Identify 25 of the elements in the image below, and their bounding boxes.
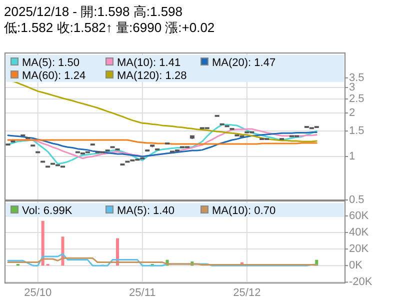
subtitle: 低:1.582 收:1.582↑ 量:6990 漲:+0.02 bbox=[4, 20, 215, 35]
legend: MA(120): 1.28 bbox=[117, 70, 187, 82]
ytick: 0.5 bbox=[349, 194, 364, 206]
ytick: 60K bbox=[349, 210, 369, 222]
legend: MA(10): 0.70 bbox=[212, 205, 276, 217]
legend: MA(20): 1.47 bbox=[212, 57, 276, 69]
xtick: 25/10 bbox=[24, 287, 52, 299]
ytick: 3.5 bbox=[349, 72, 364, 84]
ytick: -20K bbox=[349, 276, 372, 288]
legend: MA(10): 1.41 bbox=[117, 57, 181, 69]
ytick: 2.5 bbox=[349, 92, 364, 105]
ytick: 0K bbox=[349, 260, 362, 272]
ytick: 3 bbox=[349, 81, 356, 94]
ytick: 20K bbox=[349, 242, 369, 255]
ytick: 2 bbox=[349, 106, 356, 119]
xtick: 25/11 bbox=[129, 287, 156, 299]
legend: MA(5): 1.40 bbox=[117, 205, 174, 217]
legend: Vol: 6.99K bbox=[22, 205, 72, 217]
title: 2025/12/18 - 開:1.598 高:1.598 bbox=[4, 4, 183, 19]
ytick: 1 bbox=[349, 150, 356, 162]
xtick: 25/12 bbox=[233, 287, 261, 299]
legend: MA(60): 1.24 bbox=[22, 70, 86, 82]
ytick: 1.5 bbox=[349, 124, 364, 137]
ytick: 40K bbox=[349, 226, 369, 238]
legend: MA(5): 1.50 bbox=[22, 57, 80, 69]
